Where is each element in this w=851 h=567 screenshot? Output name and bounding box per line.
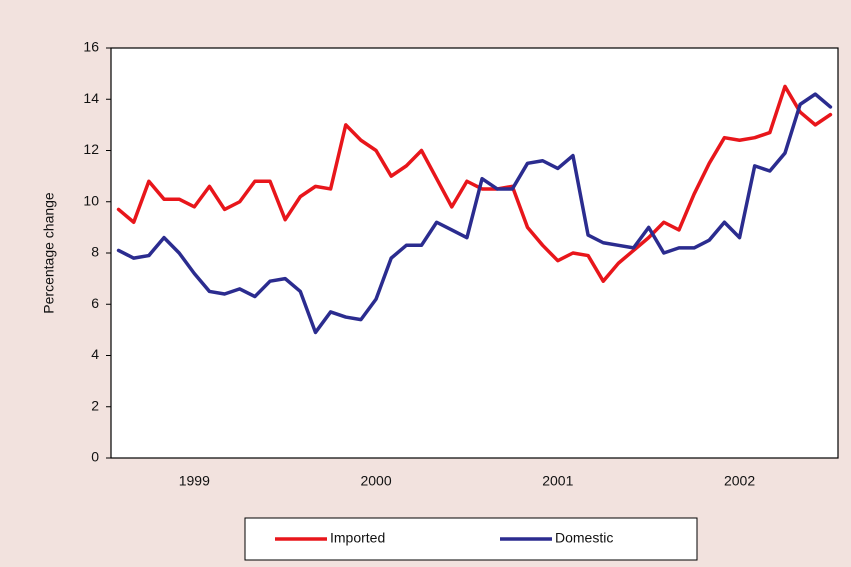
line-series xyxy=(116,84,833,283)
y-tick-label: 6 xyxy=(91,295,99,311)
y-tick-label: 14 xyxy=(83,90,99,106)
legend-label: Imported xyxy=(330,530,385,546)
y-axis-label: Percentage change xyxy=(41,192,57,314)
y-tick-label: 4 xyxy=(91,346,99,362)
x-tick-label: 2002 xyxy=(724,473,755,489)
y-tick-label: 16 xyxy=(83,39,99,55)
plot-area xyxy=(110,47,839,459)
x-tick-label: 1999 xyxy=(179,473,210,489)
y-tick-label: 0 xyxy=(91,449,99,465)
line-series xyxy=(116,92,833,335)
y-tick-label: 8 xyxy=(91,244,99,260)
x-tick-label: 2001 xyxy=(542,473,573,489)
y-tick-label: 10 xyxy=(83,192,99,208)
legend-label: Domestic xyxy=(555,530,613,546)
y-tick-label: 12 xyxy=(83,141,99,157)
y-tick-label: 2 xyxy=(91,397,99,413)
x-tick-label: 2000 xyxy=(360,473,391,489)
